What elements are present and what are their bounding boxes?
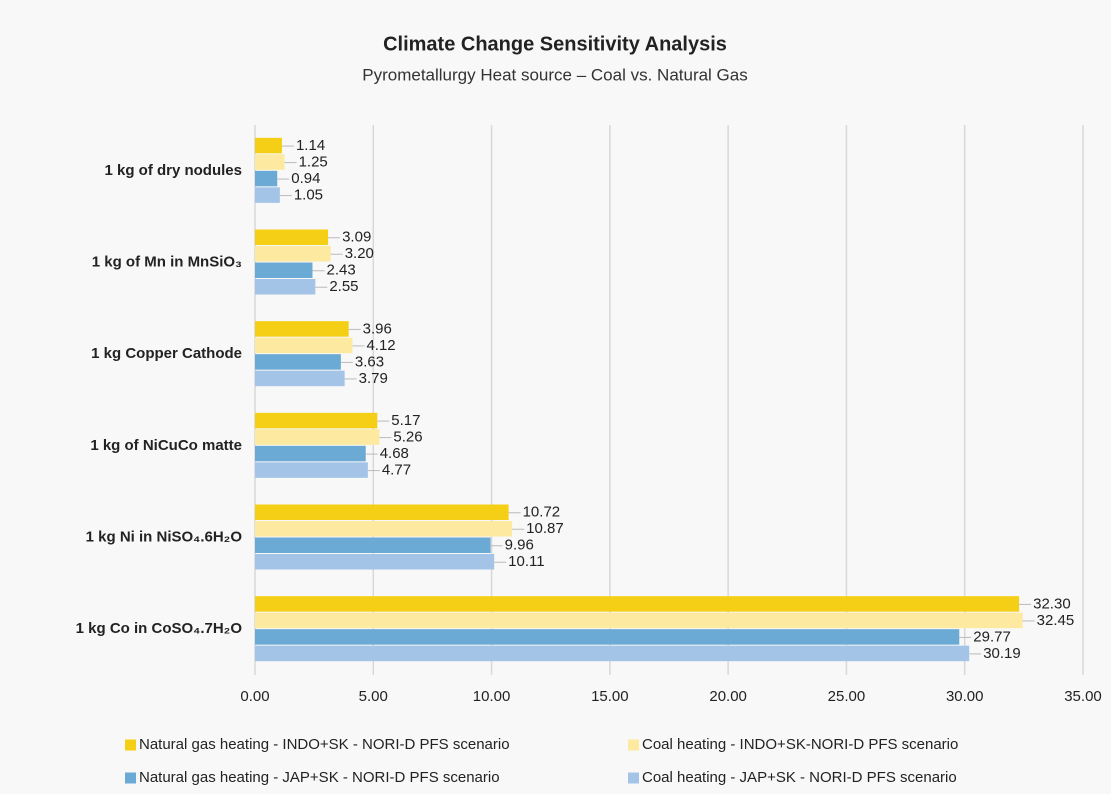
- data-label: 4.68: [380, 445, 409, 462]
- data-label: 4.77: [382, 462, 411, 479]
- bar: [255, 612, 1023, 629]
- data-label: 3.63: [355, 353, 384, 370]
- data-label: 0.94: [291, 170, 320, 187]
- legend-label: Natural gas heating - INDO+SK - NORI-D P…: [139, 736, 510, 753]
- legend-label: Coal heating - INDO+SK-NORI-D PFS scenar…: [642, 736, 958, 753]
- data-label: 29.77: [973, 628, 1011, 645]
- bar: [255, 596, 1020, 612]
- bar: [255, 321, 349, 337]
- data-label: 2.55: [329, 278, 358, 295]
- bar: [255, 154, 285, 170]
- data-label: 10.72: [523, 504, 561, 521]
- data-label: 5.17: [391, 412, 420, 429]
- data-label: 4.12: [366, 337, 395, 354]
- x-tick-label: 20.00: [709, 688, 747, 705]
- data-label: 32.45: [1037, 612, 1075, 629]
- x-tick-label: 25.00: [828, 688, 866, 705]
- y-tick-label: 1 kg Copper Cathode: [91, 345, 242, 362]
- bar: [255, 445, 366, 462]
- data-label: 9.96: [505, 537, 534, 554]
- bar: [255, 229, 329, 245]
- y-tick-label: 1 kg Co in CoSO₄.7H₂O: [76, 620, 243, 637]
- data-label: 32.30: [1033, 595, 1071, 612]
- bar: [255, 554, 495, 570]
- x-tick-label: 0.00: [240, 688, 269, 705]
- bar: [255, 645, 970, 662]
- bar: [255, 337, 353, 354]
- x-tick-label: 30.00: [946, 688, 984, 705]
- x-tick-label: 35.00: [1064, 688, 1102, 705]
- bar: [255, 354, 341, 370]
- data-label: 5.26: [393, 429, 422, 446]
- legend-swatch: [125, 739, 136, 751]
- legend-label: Coal heating - JAP+SK - NORI-D PFS scena…: [642, 769, 957, 786]
- bar: [255, 246, 331, 262]
- data-label: 10.87: [526, 520, 564, 537]
- y-tick-label: 1 kg of Mn in MnSiO₃: [92, 253, 242, 270]
- legend-swatch: [628, 739, 639, 751]
- legend-swatch: [628, 772, 639, 784]
- bar: [255, 262, 313, 278]
- data-label: 3.09: [342, 229, 371, 246]
- x-tick-label: 15.00: [591, 688, 629, 705]
- bar: [255, 504, 509, 520]
- data-label: 1.14: [296, 137, 325, 154]
- bar: [255, 187, 280, 203]
- legend-label: Natural gas heating - JAP+SK - NORI-D PF…: [139, 769, 500, 786]
- bar: [255, 170, 278, 187]
- bar: [255, 629, 960, 645]
- data-label: 3.96: [363, 320, 392, 337]
- y-tick-label: 1 kg of NiCuCo matte: [90, 437, 242, 454]
- data-label: 30.19: [983, 645, 1021, 662]
- bar: [255, 137, 282, 154]
- data-label: 3.20: [345, 245, 374, 262]
- chart-title: Climate Change Sensitivity Analysis: [383, 33, 727, 55]
- data-label: 2.43: [326, 262, 355, 279]
- y-tick-label: 1 kg Ni in NiSO₄.6H₂O: [86, 528, 243, 545]
- bar: [255, 537, 491, 553]
- y-tick-label: 1 kg of dry nodules: [104, 162, 242, 179]
- legend-swatch: [125, 772, 136, 784]
- bar: [255, 370, 345, 387]
- data-label: 1.05: [294, 187, 323, 204]
- data-label: 3.79: [359, 370, 388, 387]
- bar: [255, 521, 513, 537]
- data-label: 10.11: [508, 553, 544, 570]
- bar: [255, 412, 378, 429]
- x-tick-label: 5.00: [359, 688, 388, 705]
- x-tick-label: 10.00: [473, 688, 511, 705]
- data-label: 1.25: [299, 154, 328, 171]
- bar: [255, 429, 380, 445]
- chart-subtitle: Pyrometallurgy Heat source – Coal vs. Na…: [362, 65, 748, 84]
- bar: [255, 462, 368, 478]
- bar: [255, 279, 316, 295]
